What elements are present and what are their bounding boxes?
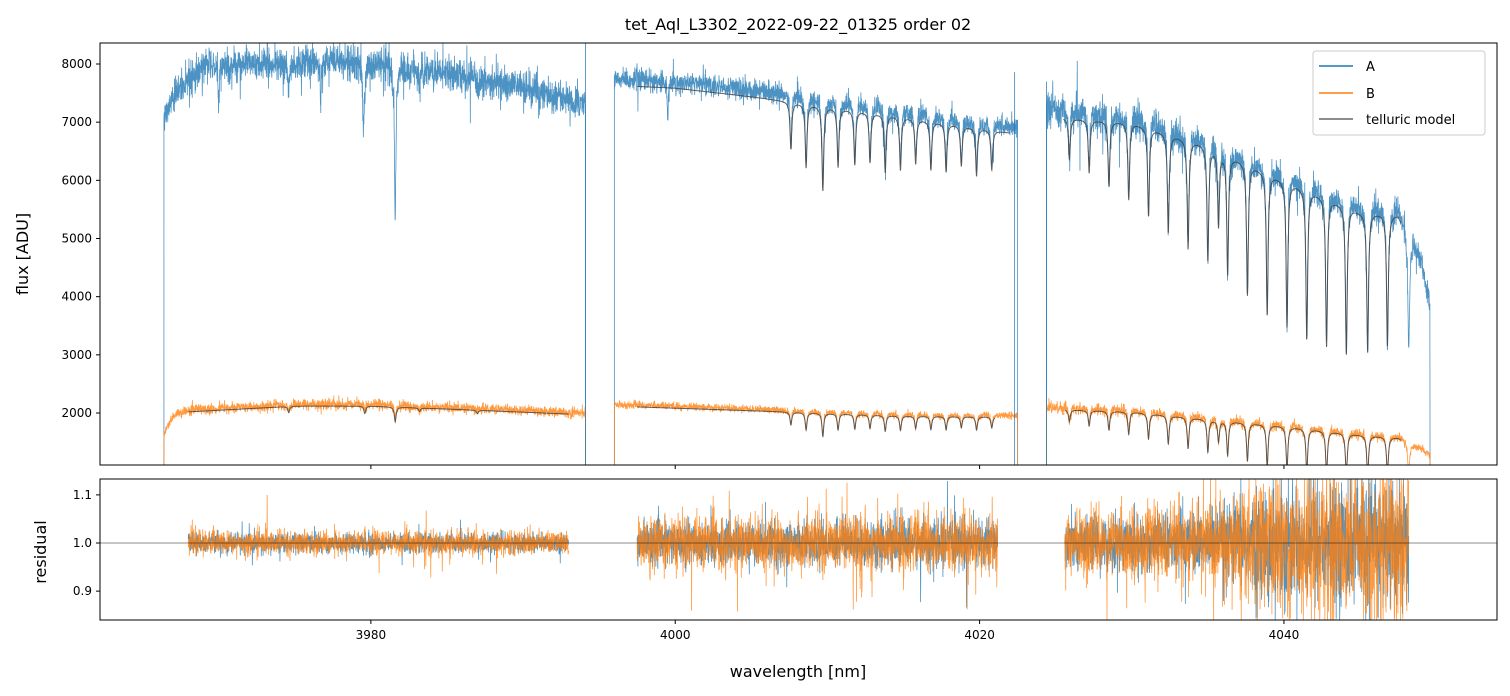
legend-label-a: A [1366, 60, 1375, 75]
residual-b-segment-2 [636, 482, 999, 612]
flux-axes [163, 43, 1431, 465]
telluric-model-a-segment-3 [1063, 118, 1402, 355]
flux-y-tick-label: 3000 [61, 348, 92, 362]
series-a-segment-1 [163, 43, 586, 465]
series-b-segment-1 [163, 395, 586, 465]
chart-title: tet_Aql_L3302_2022-09-22_01325 order 02 [625, 15, 971, 35]
legend-label-b: B [1366, 87, 1375, 102]
flux-y-label: flux [ADU] [13, 213, 32, 295]
flux-y-tick-label: 5000 [61, 231, 92, 245]
series-b-segment-2 [613, 399, 1019, 465]
telluric-model-b-segment-1 [188, 405, 569, 423]
legend-label-telluric: telluric model [1366, 113, 1455, 128]
residual-axes-frame [99, 478, 1498, 621]
residual-y-tick-label: 1.0 [73, 536, 92, 550]
series-b-segment-3 [1046, 397, 1431, 465]
x-tick-label: 4040 [1269, 628, 1300, 642]
residual-y-label: residual [31, 520, 50, 583]
flux-y-tick-label: 7000 [61, 115, 92, 129]
flux-y-tick-label: 6000 [61, 173, 92, 187]
residual-y-tick-label: 0.9 [73, 584, 92, 598]
residual-axes [100, 479, 1497, 620]
x-tick-label: 4020 [964, 628, 995, 642]
flux-y-tick-label: 8000 [61, 57, 92, 71]
series-a-segment-2 [613, 59, 1019, 465]
legend-box [1312, 50, 1486, 136]
residual-b-segment-1 [187, 494, 570, 578]
x-axis-label: wavelength [nm] [730, 662, 867, 681]
x-tick-label: 3980 [356, 628, 387, 642]
flux-y-tick-label: 2000 [61, 406, 92, 420]
residual-b-segment-3 [1064, 479, 1410, 620]
x-tick-label: 4000 [660, 628, 691, 642]
telluric-model-a-segment-2 [637, 85, 1010, 192]
telluric-model-b-segment-3 [1064, 409, 1402, 465]
residual-y-tick-label: 1.1 [73, 488, 92, 502]
flux-axes-frame [99, 42, 1498, 466]
telluric-model-b-segment-2 [637, 406, 996, 438]
legend: A B telluric model [1312, 50, 1486, 136]
flux-y-tick-label: 4000 [61, 290, 92, 304]
